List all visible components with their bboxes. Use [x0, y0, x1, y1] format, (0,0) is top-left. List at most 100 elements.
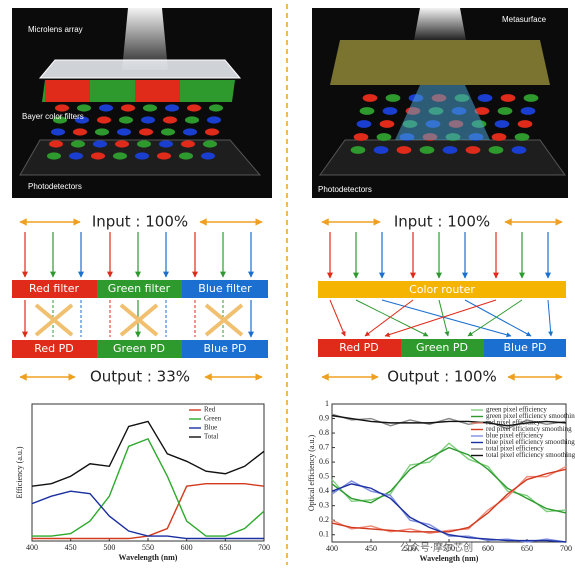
pixel [497, 107, 513, 115]
pixel [180, 140, 196, 148]
pixel [186, 104, 202, 112]
arrow [467, 299, 523, 337]
pixel [350, 146, 366, 154]
x-tick-label: 550 [443, 544, 455, 553]
y-tick-label: 0.6 [319, 457, 329, 466]
pixel [140, 116, 156, 124]
pixel [517, 120, 533, 128]
arrow [364, 299, 414, 337]
block-cross [119, 303, 159, 337]
pixel [373, 146, 389, 154]
pixel [70, 140, 86, 148]
x-tick-label: 500 [103, 543, 115, 552]
y-tick-label: 0.1 [319, 530, 329, 539]
arrow [438, 299, 450, 337]
pixel [94, 128, 110, 136]
pixel [511, 146, 527, 154]
pixel [356, 120, 372, 128]
pixel [118, 116, 134, 124]
pixel [488, 146, 504, 154]
y-axis-label: Optical efficiency (a.u.) [307, 435, 316, 512]
pixel [494, 120, 510, 128]
pixel [98, 104, 114, 112]
x-tick-label: 650 [521, 544, 533, 553]
pd-label: Blue PD [204, 342, 247, 355]
y-tick-label: 0.2 [319, 515, 329, 524]
legend-label: green pixel efficiency [486, 406, 547, 414]
series-line [331, 446, 567, 514]
y-tick-label: 0.7 [319, 442, 329, 451]
pixel [156, 152, 172, 160]
image-label: Metasurface [502, 15, 547, 24]
pixel [160, 128, 176, 136]
right-schematic: Input : 100% Color router Red PD Green P… [318, 213, 566, 386]
pixel [362, 94, 378, 102]
arrow [547, 299, 554, 337]
arrow [381, 299, 512, 338]
pd-label: Blue PD [504, 341, 547, 354]
pixel [206, 116, 222, 124]
x-tick-label: 450 [65, 543, 77, 552]
chart: 400 450 500 550 600 650 700 Wavelength (nm) Effi… [15, 403, 270, 562]
x-axis-label: Wavelength (nm) [119, 553, 178, 562]
router-label: Color router [409, 283, 475, 296]
legend-label: total pixel efficiency [486, 445, 544, 453]
arrow [329, 299, 346, 337]
image-label: Photodetectors [28, 182, 82, 191]
x-tick-label: 500 [404, 544, 416, 553]
pixel [353, 133, 369, 141]
pixel [520, 107, 536, 115]
series-line [31, 420, 265, 487]
pixel [54, 104, 70, 112]
block-cross [34, 303, 74, 337]
pixel [500, 94, 516, 102]
x-tick-label: 450 [365, 544, 377, 553]
pixel [491, 133, 507, 141]
y-tick-label: 0.3 [319, 501, 329, 510]
filter-label: Green filter [108, 282, 171, 295]
block-cross [204, 303, 244, 337]
pixel [76, 104, 92, 112]
y-tick-label: 0.9 [319, 413, 329, 422]
legend-label: total pixel efficiency smoothing [486, 451, 575, 459]
legend-label: green pixel efficiency smoothing [486, 412, 575, 420]
series-line [331, 468, 567, 533]
pd-label: Green PD [416, 341, 468, 354]
series-line [331, 465, 567, 534]
pixel [48, 140, 64, 148]
x-tick-label: 700 [258, 543, 270, 552]
output-label: Output : 100% [387, 368, 497, 386]
pixel [208, 104, 224, 112]
pixel [514, 133, 530, 141]
pixel [116, 128, 132, 136]
right-image: Metasurface Photodetectors [312, 8, 568, 198]
pixel [376, 133, 392, 141]
legend-label: red pixel efficiency smoothing [486, 425, 572, 433]
pixel [385, 94, 401, 102]
pixel [52, 116, 68, 124]
x-tick-label: 700 [560, 544, 572, 553]
y-tick-label: 0.5 [319, 471, 329, 480]
pixel [178, 152, 194, 160]
pixel [120, 104, 136, 112]
pixel [112, 152, 128, 160]
filter-label: Red filter [29, 282, 79, 295]
input-label: Input : 100% [394, 213, 490, 231]
pixel [184, 116, 200, 124]
pixel [162, 116, 178, 124]
x-tick-label: 550 [142, 543, 154, 552]
image-label: Photodetectors [318, 185, 372, 194]
pixel [134, 152, 150, 160]
input-label: Input : 100% [92, 213, 188, 231]
pd-label: Green PD [113, 342, 165, 355]
pd-label: Red PD [34, 342, 74, 355]
series-line [32, 437, 265, 537]
pixel [164, 104, 180, 112]
arrow [384, 299, 497, 337]
arrow [355, 299, 429, 337]
pixel [96, 116, 112, 124]
pixel [136, 140, 152, 148]
pixel [138, 128, 154, 136]
pixel [382, 107, 398, 115]
